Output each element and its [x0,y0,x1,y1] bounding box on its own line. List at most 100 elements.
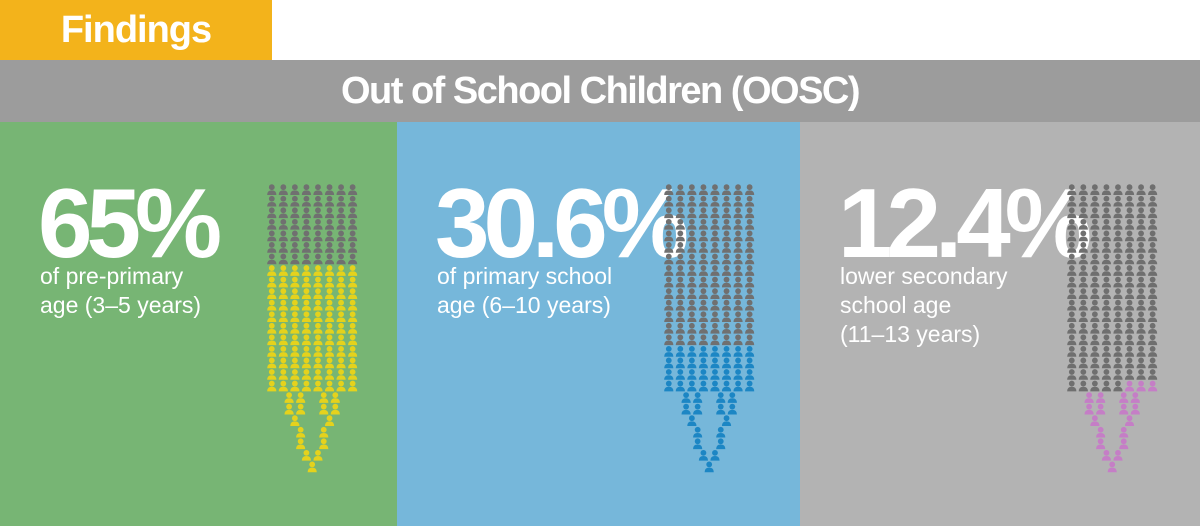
description-line: age (3–5 years) [40,292,202,318]
child-icon [1124,311,1135,323]
child-icon [710,299,720,311]
child-icon-highlighted [336,288,346,299]
percent-value: 30.6% [435,168,689,278]
child-icon-highlighted [324,380,335,392]
child-icon [675,288,685,299]
description-line: school age [840,292,952,318]
child-icon-highlighted [675,357,685,369]
child-icon-highlighted [267,288,277,299]
child-icon [1124,322,1135,334]
child-icon [675,265,685,276]
child-icon-highlighted [267,299,277,311]
child-icon-highlighted [348,311,358,323]
child-icon [1078,299,1088,311]
child-icon [324,242,335,253]
child-icon-highlighted [1119,392,1129,403]
child-icon-highlighted [1124,415,1135,426]
child-icon-highlighted [313,311,323,323]
child-icon-highlighted [1119,438,1129,450]
child-icon [336,242,346,253]
description-line: of primary school [437,263,613,289]
child-icon [710,195,720,207]
child-icon [301,195,312,207]
child-icon-highlighted [284,392,294,403]
child-icon [1148,276,1158,288]
child-icon [290,230,300,242]
child-icon [313,184,323,195]
child-icon-highlighted [267,369,277,380]
child-icon [1101,218,1112,230]
child-icon-highlighted [336,346,346,357]
child-icon [348,207,358,219]
child-icon [721,253,732,265]
child-icon [1113,357,1123,369]
child-icon-highlighted [710,357,720,369]
child-icon [1136,276,1146,288]
child-icon [675,276,685,288]
panel-lower-secondary: 12.4% lower secondary school age (11–13 … [800,122,1200,526]
child-icon [1090,288,1100,299]
child-icon-highlighted [290,380,300,392]
child-icon [1101,265,1112,276]
child-icon [1090,311,1100,323]
child-icon [745,322,755,334]
panel-pre-primary: 65% of pre-primary age (3–5 years) [0,122,397,526]
child-icon [1136,265,1146,276]
child-icon [687,242,697,253]
child-icon-highlighted [301,276,312,288]
child-icon-highlighted [301,380,312,392]
child-icon [1090,218,1100,230]
child-icon [1124,265,1135,276]
child-icon [687,195,697,207]
child-icon-highlighted [336,299,346,311]
child-icon [278,207,288,219]
child-icon [324,184,335,195]
child-icon-highlighted [324,357,335,369]
child-icon-highlighted [687,357,697,369]
child-icon [664,265,674,276]
child-icon-highlighted [710,346,720,357]
child-icon [1124,288,1135,299]
child-icon-highlighted [267,334,277,346]
child-icon [675,230,685,242]
child-icon [1067,346,1077,357]
child-icon-highlighted [1119,403,1129,415]
child-icon [301,242,312,253]
child-icon [710,253,720,265]
child-icon [278,230,288,242]
child-icon [1136,357,1146,369]
child-icon-highlighted [727,392,737,403]
child-icon [1113,184,1123,195]
child-icon [1067,265,1077,276]
child-icon-highlighted [1107,461,1117,473]
child-icon [324,218,335,230]
child-icon [675,322,685,334]
child-icon-highlighted [301,357,312,369]
child-icon-highlighted [1130,403,1140,415]
child-icon [1124,369,1135,380]
child-icon-highlighted [284,403,294,415]
child-icon-highlighted [664,346,674,357]
child-icon [1148,357,1158,369]
child-icon [745,207,755,219]
child-icon-highlighted [290,369,300,380]
child-icon [721,242,732,253]
child-icon-highlighted [348,299,358,311]
child-icon [1101,184,1112,195]
child-icon-highlighted [313,346,323,357]
child-icon [675,207,685,219]
child-icon-highlighted [278,357,288,369]
child-icon [1067,369,1077,380]
child-icon [301,230,312,242]
child-icon [733,195,743,207]
child-icon [687,253,697,265]
child-icon [664,299,674,311]
child-icon [1067,380,1077,392]
child-icon [1113,265,1123,276]
child-icon-highlighted [733,369,743,380]
child-icon [698,311,709,323]
child-icon [348,230,358,242]
child-icon-highlighted [290,415,300,426]
pictograph-lower-secondary [1067,184,1158,473]
child-icon-highlighted [313,357,323,369]
